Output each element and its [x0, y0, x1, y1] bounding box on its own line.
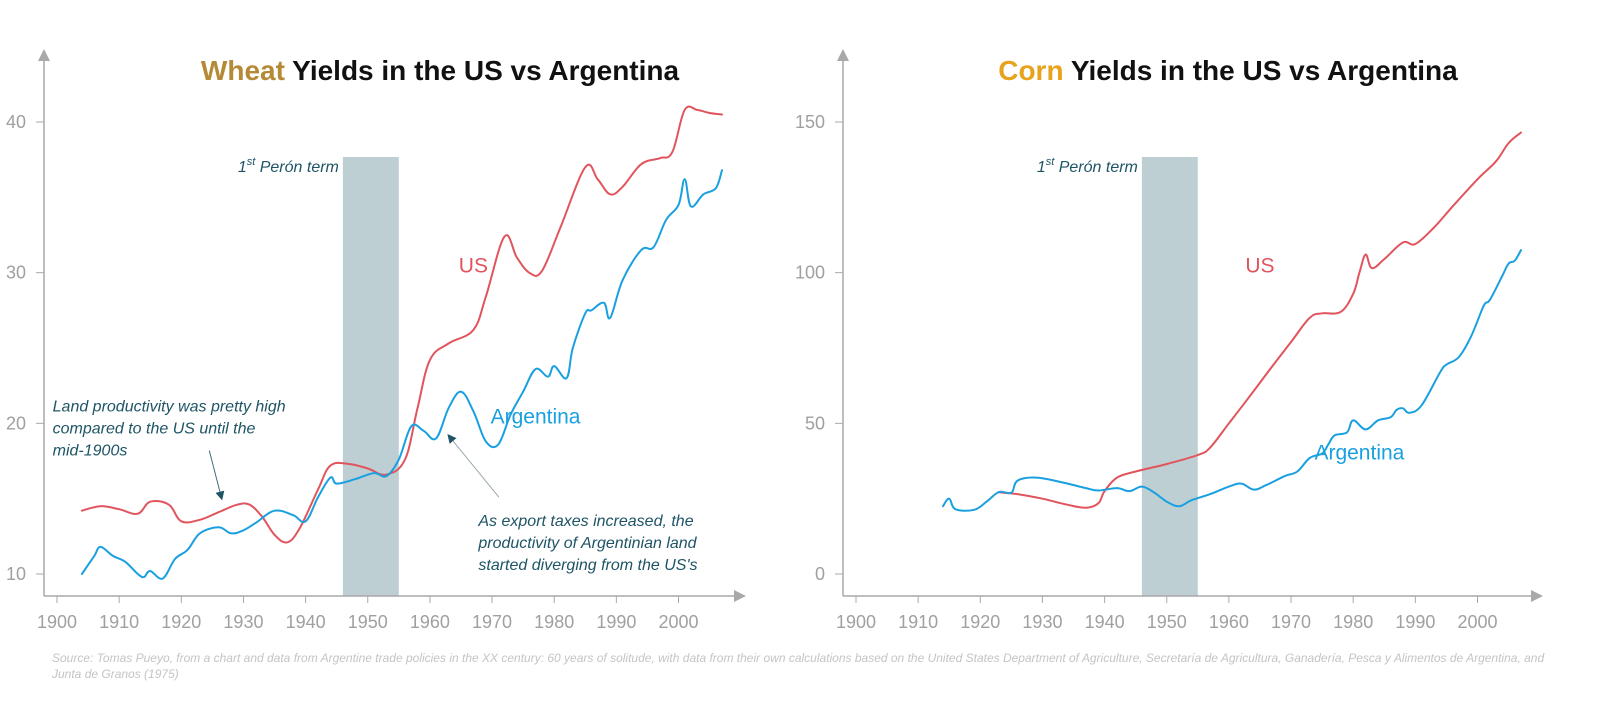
- x-tick-label: 1940: [1085, 612, 1125, 632]
- series-line-argentina: [80, 169, 723, 580]
- x-tick-label: 2000: [1457, 612, 1497, 632]
- chart-title-rest: Yields in the US vs Argentina: [285, 55, 680, 86]
- source-note: Source: Tomas Pueyo, from a chart and da…: [52, 651, 1545, 681]
- x-tick-label: 1920: [960, 612, 1000, 632]
- series-line-us: [80, 105, 723, 544]
- y-tick-label: 0: [815, 564, 825, 584]
- x-tick-label: 1960: [410, 612, 450, 632]
- annotation-line: started diverging from the US's: [478, 557, 697, 574]
- chart-title: Wheat Yields in the US vs Argentina: [201, 55, 680, 86]
- peron-term-superscript: st: [1046, 156, 1056, 168]
- annotation-text: As export taxes increased, the productivi…: [477, 513, 697, 574]
- x-tick-label: 1910: [99, 612, 139, 632]
- x-tick-label: 1930: [223, 612, 263, 632]
- series-label-us: US: [459, 255, 488, 278]
- x-tick-label: 1980: [534, 612, 574, 632]
- chart-title-crop: Wheat: [201, 55, 285, 86]
- peron-term-label: 1st Perón term: [238, 156, 339, 176]
- chart-title-crop: Corn: [998, 55, 1063, 86]
- peron-term-text: Perón term: [255, 159, 339, 176]
- x-tick-label: 1990: [1395, 612, 1435, 632]
- annotation-text: Land productivity was pretty high compare…: [53, 398, 286, 459]
- x-tick-label: 1990: [596, 612, 636, 632]
- peron-term-ordinal: 1: [1037, 159, 1046, 176]
- x-tick-label: 1960: [1209, 612, 1249, 632]
- x-tick-label: 1900: [836, 612, 876, 632]
- peron-term-ordinal: 1: [238, 159, 247, 176]
- y-tick-label: 50: [805, 413, 825, 433]
- y-tick-label: 20: [6, 413, 26, 433]
- y-tick-label: 150: [795, 112, 825, 132]
- x-tick-label: 1970: [1271, 612, 1311, 632]
- x-tick-label: 1950: [348, 612, 388, 632]
- chart-title: Corn Yields in the US vs Argentina: [998, 55, 1458, 86]
- series-label-argentina: Argentina: [491, 405, 581, 428]
- chart-title-rest: Yields in the US vs Argentina: [1064, 55, 1459, 86]
- x-tick-label: 1970: [472, 612, 512, 632]
- x-tick-label: 1930: [1022, 612, 1062, 632]
- annotation-arrow: [208, 450, 225, 501]
- y-tick-label: 40: [6, 112, 26, 132]
- peron-term-superscript: st: [247, 156, 257, 168]
- annotation-line: productivity of Argentinian land: [477, 535, 697, 552]
- wheat-chart: 1st Perón term 1900 1910 1920 1930 1940 1950 19…: [6, 49, 746, 632]
- y-tick-label: 30: [6, 263, 26, 283]
- y-tick-label: 100: [795, 263, 825, 283]
- x-tick-label: 1900: [37, 612, 77, 632]
- x-tick-label: 1950: [1147, 612, 1187, 632]
- series-line-argentina: [942, 249, 1522, 512]
- y-tick-label: 10: [6, 564, 26, 584]
- peron-term-label: 1st Perón term: [1037, 156, 1138, 176]
- annotation-line: compared to the US until the: [53, 420, 256, 437]
- peron-term-band: [342, 157, 399, 596]
- annotation-arrow: [447, 433, 500, 498]
- peron-term-text: Perón term: [1054, 159, 1138, 176]
- x-tick-label: 1920: [161, 612, 201, 632]
- x-tick-label: 1980: [1333, 612, 1373, 632]
- corn-chart: 1st Perón term 1900 1910 1920 1930 1940 1950 19…: [795, 49, 1543, 632]
- x-tick-label: 1940: [286, 612, 326, 632]
- series-label-us: US: [1245, 255, 1274, 278]
- x-tick-label: 1910: [898, 612, 938, 632]
- peron-term-band: [1141, 157, 1198, 596]
- series-label-argentina: Argentina: [1314, 441, 1404, 464]
- x-tick-label: 2000: [658, 612, 698, 632]
- series-line-us: [997, 131, 1522, 509]
- annotation-line: Land productivity was pretty high: [53, 398, 286, 415]
- annotation-line: As export taxes increased, the: [477, 513, 693, 530]
- annotation-line: mid-1900s: [53, 442, 128, 459]
